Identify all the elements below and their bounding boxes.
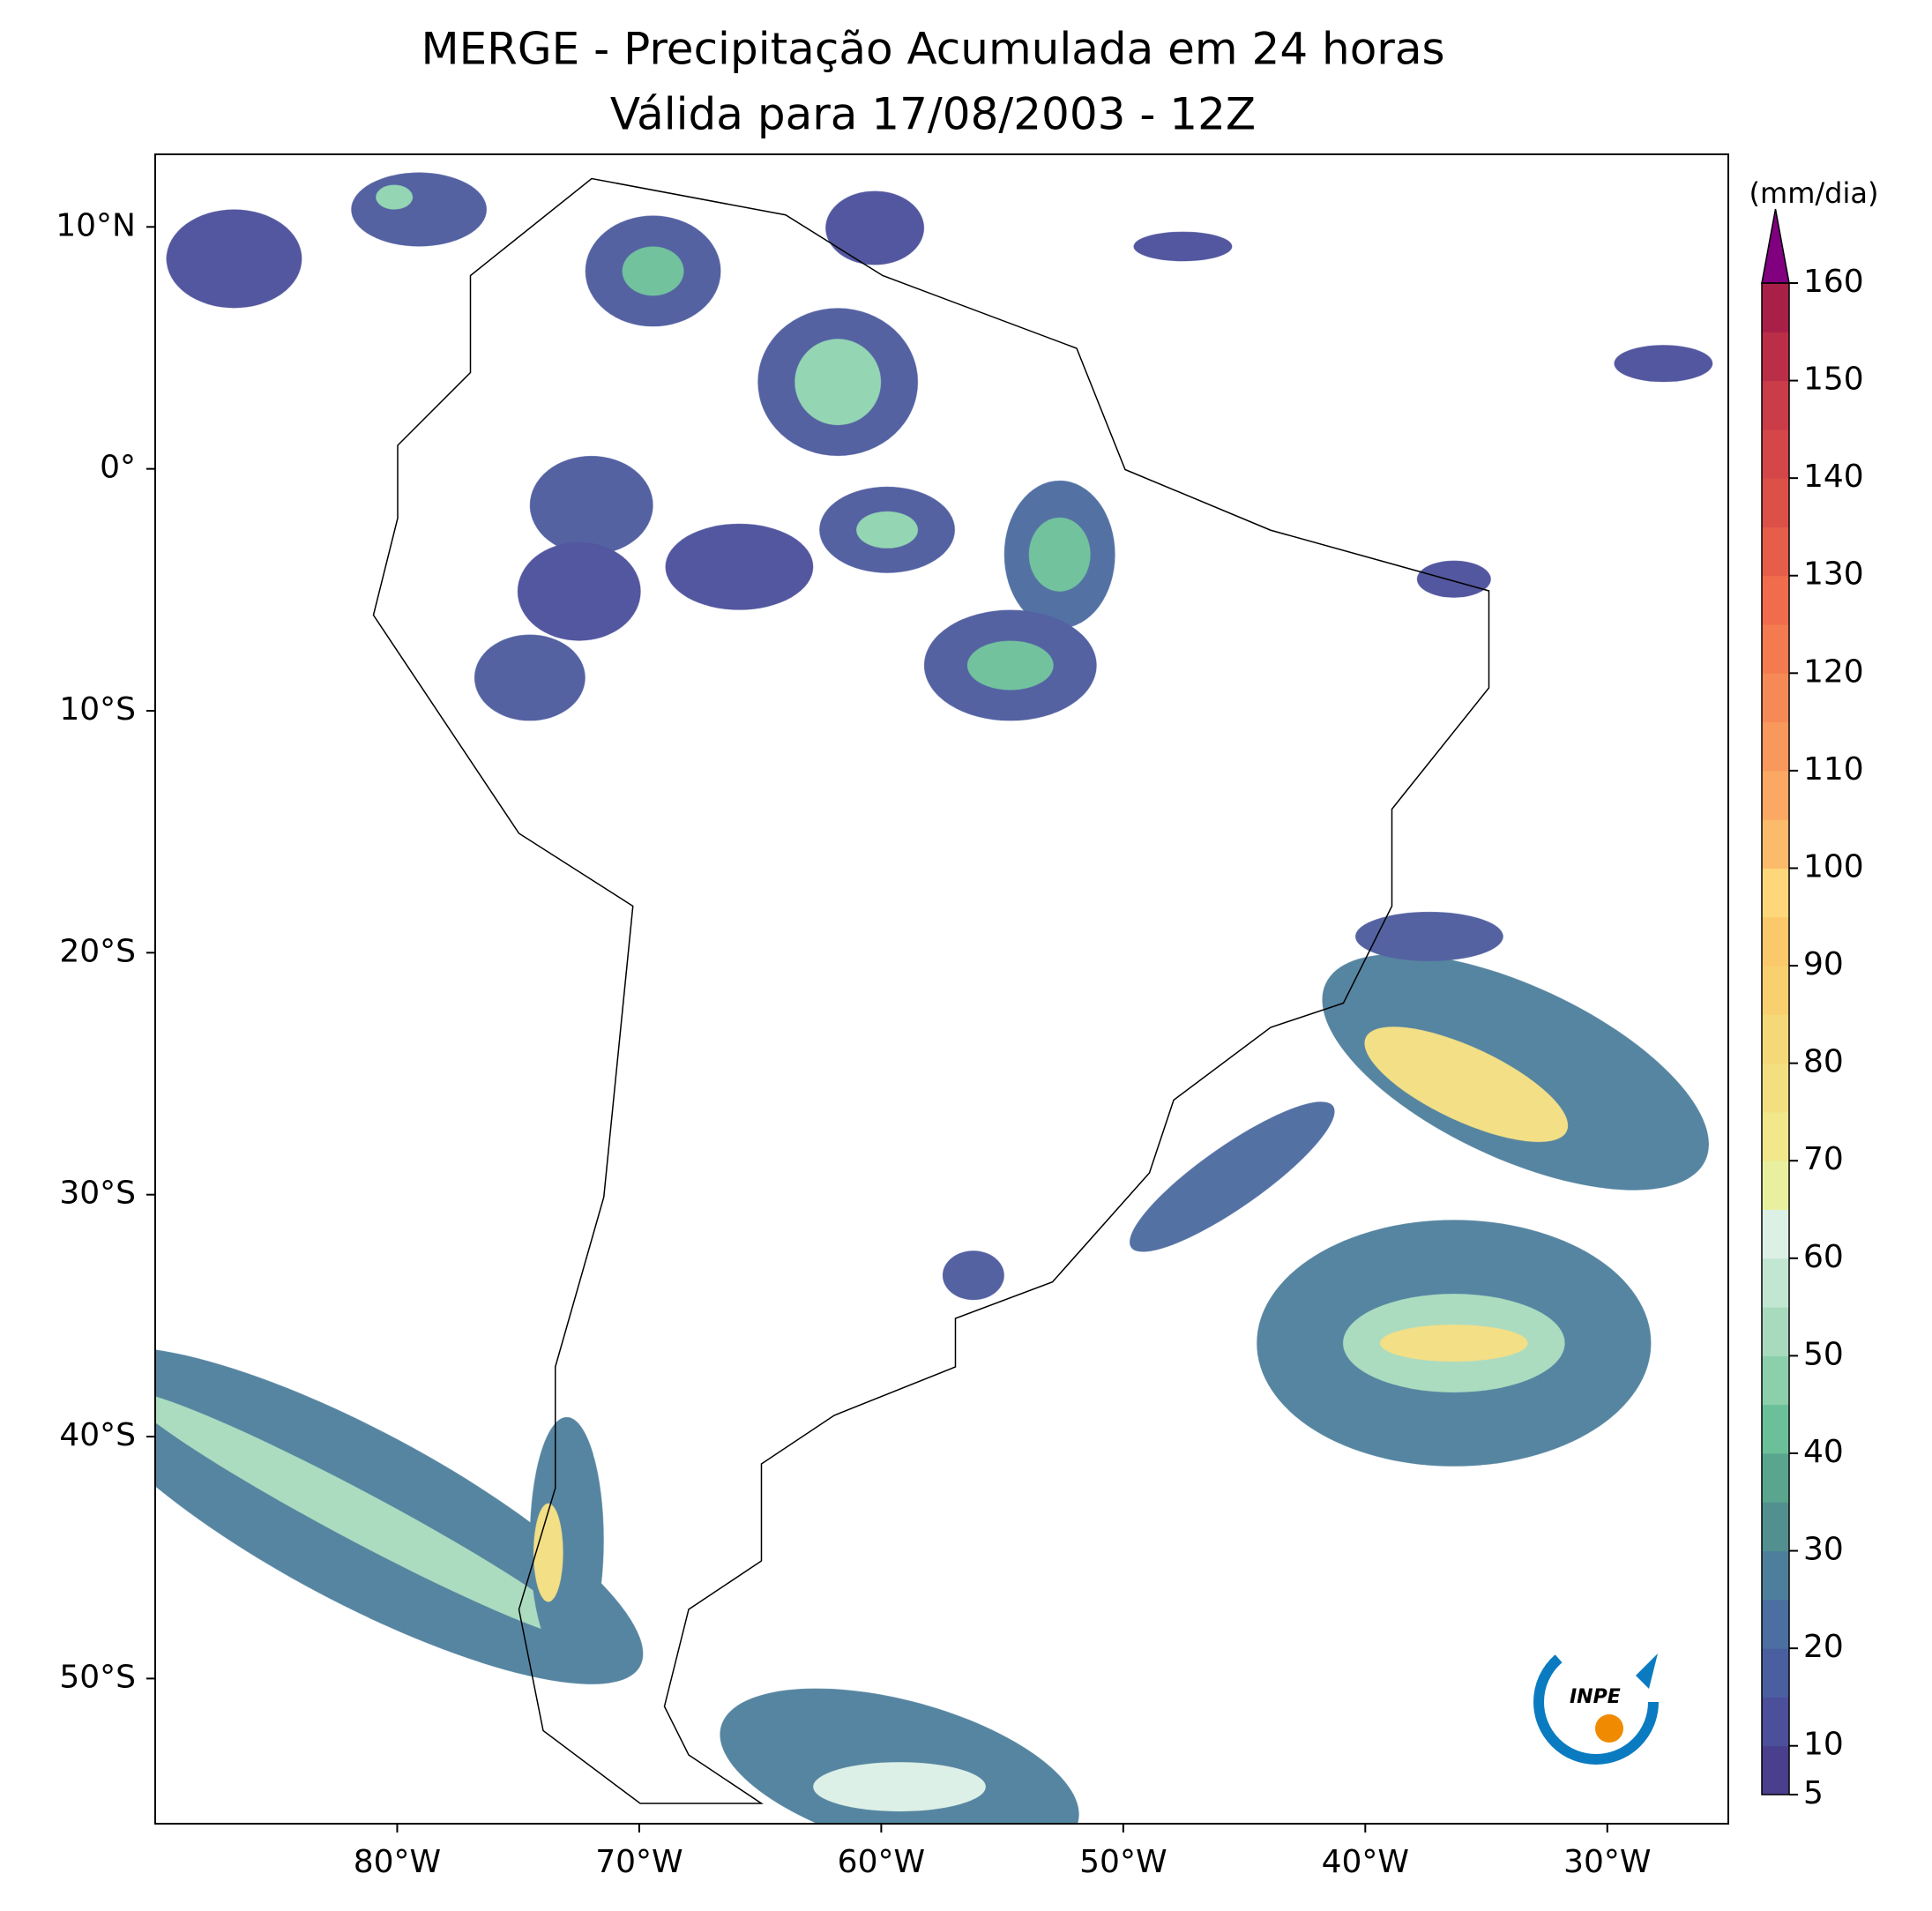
title: MERGE - Precipitação Acumulada em 24 hor… [421,24,1444,75]
colorbar-tick-label: 5 [1803,1775,1824,1811]
colorbar-tick-label: 80 [1803,1044,1844,1080]
subtitle: Válida para 17/08/2003 - 12Z [610,89,1256,140]
x-tick-label: 30°W [1563,1844,1651,1880]
colorbar-band [1762,283,1789,332]
colorbar-band [1762,1648,1789,1698]
colorbar-band [1762,478,1789,527]
colorbar-band [1762,1258,1789,1308]
colorbar-band [1762,916,1789,967]
colorbar-band [1762,624,1789,674]
x-tick-label: 70°W [595,1844,683,1880]
colorbar-band [1762,1063,1789,1113]
y-tick-label: 10°S [59,691,136,728]
logo: INPE [1533,1639,1659,1765]
coastline [372,177,1490,1804]
x-tick-label: 80°W [354,1844,441,1880]
colorbar-band [1762,1745,1789,1795]
colorbar-band [1762,332,1789,382]
colorbar-band [1762,819,1789,869]
colorbar-band [1762,1502,1789,1552]
colorbar-band [1762,1161,1789,1211]
colorbar-tick-label: 20 [1803,1629,1844,1665]
logo-text: INPE [1570,1686,1621,1708]
y-tick-label: 30°S [59,1176,136,1212]
colorbar-tick-label: 60 [1803,1239,1844,1275]
colorbar-tick-label: 100 [1803,848,1864,885]
colorbar-extension [1761,208,1790,284]
colorbar-tick-label: 10 [1803,1727,1844,1763]
colorbar-band [1762,721,1789,772]
precip-field [155,172,1713,1824]
colorbar-tick-label: 110 [1803,751,1864,788]
colorbar-tick-label: 90 [1803,946,1844,982]
colorbar-tick-label: 130 [1803,556,1864,593]
colorbar-band [1762,1355,1789,1406]
colorbar-tick-label: 70 [1803,1141,1844,1177]
x-tick-label: 60°W [838,1844,925,1880]
x-tick-label: 40°W [1322,1844,1409,1880]
colorbar-band [1762,1550,1789,1601]
y-tick-label: 10°N [56,207,136,243]
colorbar-band [1762,868,1789,918]
colorbar-band [1762,429,1789,479]
y-tick-label: 20°S [59,933,136,969]
colorbar-tick-label: 160 [1803,264,1864,300]
colorbar-tick-label: 50 [1803,1336,1844,1372]
map-frame [154,153,1729,1825]
colorbar-band [1762,526,1789,577]
colorbar-band [1762,1209,1789,1259]
colorbar-band [1762,1452,1789,1503]
x-tick-label: 50°W [1079,1844,1167,1880]
colorbar-band [1762,575,1789,625]
colorbar-band [1762,1111,1789,1161]
colorbar-frame [1761,282,1790,1795]
colorbar-band [1762,966,1789,1015]
colorbar-tick-label: 40 [1803,1434,1844,1470]
colorbar-tick-label: 150 [1803,362,1864,398]
y-tick-label: 50°S [59,1659,136,1695]
colorbar-band [1762,673,1789,723]
colorbar-band [1762,1697,1789,1747]
colorbar-label: (mm/dia) [1749,176,1879,210]
colorbar-band [1762,1014,1789,1064]
colorbar-tick-label: 120 [1803,653,1864,690]
map-area [155,172,1713,1824]
colorbar-tick-label: 140 [1803,459,1864,495]
colorbar-band [1762,380,1789,430]
y-tick-label: 0° [100,450,136,486]
colorbar-band [1762,770,1789,820]
colorbar-band [1762,1307,1789,1356]
colorbar-tick-label: 30 [1803,1532,1844,1568]
colorbar-band [1762,1404,1789,1454]
y-tick-label: 40°S [59,1417,136,1453]
colorbar-band [1762,1599,1789,1649]
